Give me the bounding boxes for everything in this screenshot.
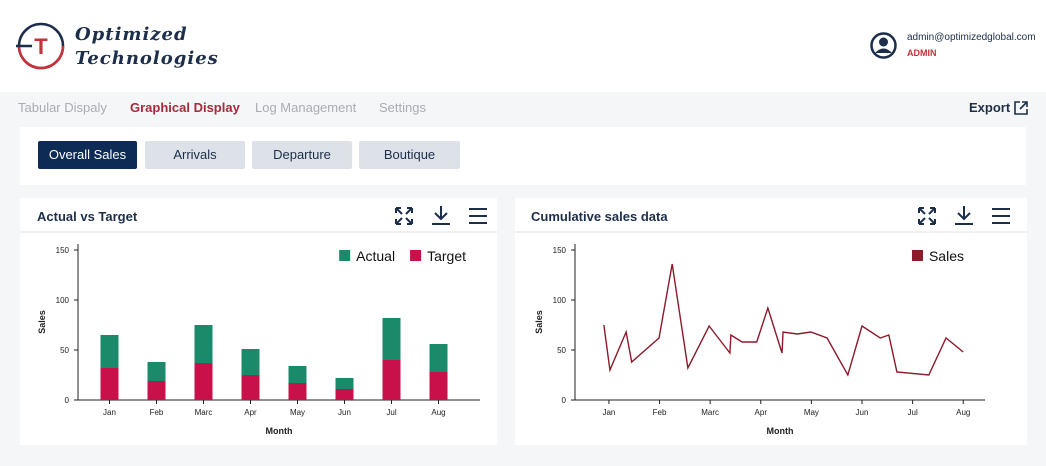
nav-item[interactable]: Settings bbox=[379, 100, 426, 115]
bar-segment bbox=[335, 389, 354, 400]
x-tick-label: Aug bbox=[956, 408, 970, 417]
x-tick-label: May bbox=[804, 408, 819, 417]
y-tick-label: 100 bbox=[56, 296, 70, 305]
bar-segment bbox=[147, 381, 166, 400]
chart-panel bbox=[515, 198, 1027, 445]
x-tick-label: Marc bbox=[701, 408, 719, 417]
export-icon[interactable] bbox=[1013, 100, 1029, 116]
user-role: ADMIN bbox=[907, 48, 937, 58]
bar-segment bbox=[100, 335, 119, 368]
nav-item[interactable]: Log Management bbox=[255, 100, 357, 115]
tab[interactable]: Departure bbox=[252, 141, 352, 169]
svg-text:T: T bbox=[34, 34, 48, 59]
bar-segment bbox=[194, 363, 213, 400]
y-axis-label: Sales bbox=[37, 310, 47, 334]
line-series bbox=[603, 263, 964, 377]
export-button[interactable]: Export bbox=[969, 100, 1011, 115]
bar-segment bbox=[194, 325, 213, 363]
bar-segment bbox=[288, 366, 307, 383]
x-tick-label: Jan bbox=[103, 408, 116, 417]
user-icon[interactable] bbox=[870, 32, 897, 59]
legend-label: Actual bbox=[356, 248, 395, 264]
x-tick-label: May bbox=[290, 408, 305, 417]
tab[interactable]: Boutique bbox=[359, 141, 460, 169]
legend-label: Sales bbox=[929, 248, 964, 264]
panel-title: Cumulative sales data bbox=[531, 209, 668, 224]
bar-segment bbox=[335, 378, 354, 389]
x-tick-label: Jan bbox=[602, 408, 615, 417]
panel-title: Actual vs Target bbox=[37, 209, 138, 224]
bar-segment bbox=[429, 344, 448, 372]
x-axis-label: Month bbox=[266, 426, 293, 436]
x-tick-label: Jul bbox=[908, 408, 918, 417]
nav-item[interactable]: Tabular Dispaly bbox=[18, 100, 107, 115]
panel-icons[interactable] bbox=[395, 206, 1010, 225]
nav-item[interactable]: Graphical Display bbox=[130, 100, 240, 115]
y-tick-label: 50 bbox=[557, 346, 566, 355]
x-tick-label: Apr bbox=[244, 408, 257, 417]
x-tick-label: Jul bbox=[386, 408, 396, 417]
x-tick-label: Jun bbox=[856, 408, 869, 417]
bar-segment bbox=[288, 383, 307, 400]
chart-panel bbox=[20, 198, 497, 445]
y-tick-label: 50 bbox=[60, 346, 69, 355]
bar-segment bbox=[241, 375, 260, 400]
user-email: admin@optimizedglobal.com bbox=[907, 32, 1036, 43]
y-tick-label: 0 bbox=[65, 396, 70, 405]
tab[interactable]: Overall Sales bbox=[38, 141, 137, 169]
legend-swatch bbox=[911, 250, 923, 261]
x-tick-label: Jun bbox=[338, 408, 351, 417]
y-tick-label: 100 bbox=[553, 296, 567, 305]
x-tick-label: Feb bbox=[653, 408, 667, 417]
bar-segment bbox=[382, 360, 401, 400]
legend-swatch bbox=[410, 250, 422, 261]
logo-text: Optimized bbox=[75, 24, 188, 45]
y-tick-label: 150 bbox=[56, 246, 70, 255]
x-tick-label: Apr bbox=[755, 408, 768, 417]
x-tick-label: Feb bbox=[150, 408, 164, 417]
x-tick-label: Marc bbox=[195, 408, 213, 417]
bar-segment bbox=[429, 372, 448, 400]
x-axis-label: Month bbox=[767, 426, 794, 436]
legend-label: Target bbox=[427, 248, 466, 264]
logo-icon: T bbox=[16, 22, 65, 70]
x-tick-label: Aug bbox=[431, 408, 445, 417]
legend-swatch bbox=[339, 250, 351, 261]
logo-text: Technologies bbox=[75, 48, 219, 69]
bar-segment bbox=[100, 368, 119, 400]
bar-segment bbox=[241, 349, 260, 375]
tab[interactable]: Arrivals bbox=[145, 141, 245, 169]
bar-segment bbox=[147, 362, 166, 381]
y-tick-label: 150 bbox=[553, 246, 567, 255]
y-tick-label: 0 bbox=[562, 396, 567, 405]
y-axis-label: Sales bbox=[534, 310, 544, 334]
bar-segment bbox=[382, 318, 401, 360]
